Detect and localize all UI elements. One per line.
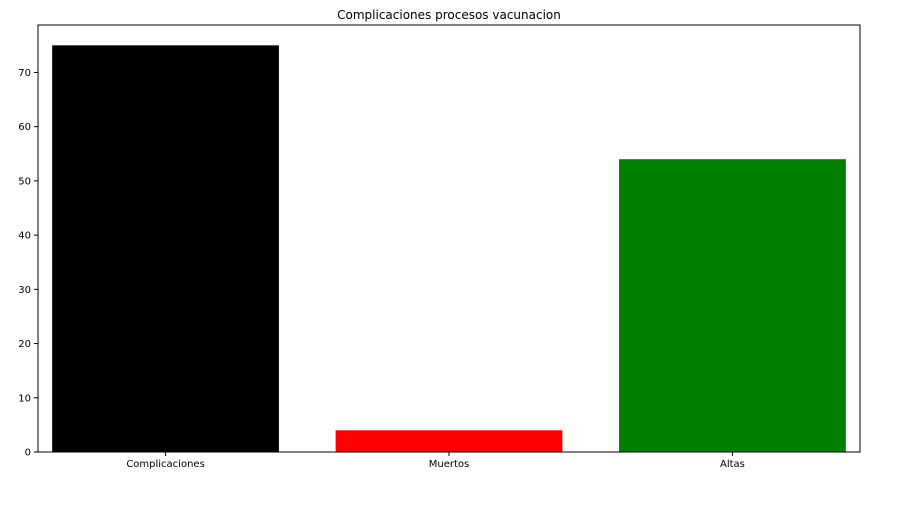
chart-title: Complicaciones procesos vacunacion bbox=[337, 8, 561, 22]
bar-complicaciones bbox=[52, 45, 279, 452]
y-tick-label: 60 bbox=[18, 122, 31, 133]
y-axis: 0 10 20 30 40 50 60 70 bbox=[18, 68, 38, 459]
x-axis: Complicaciones Muertos Altas bbox=[126, 452, 745, 470]
bars-layer bbox=[52, 45, 846, 452]
x-tick-label: Muertos bbox=[429, 459, 469, 470]
y-tick-label: 0 bbox=[25, 448, 31, 459]
bar-muertos bbox=[335, 430, 563, 452]
x-tick-label: Complicaciones bbox=[126, 459, 204, 470]
bar-altas bbox=[619, 159, 846, 452]
y-tick-label: 50 bbox=[18, 176, 31, 187]
x-tick-label: Altas bbox=[720, 459, 745, 470]
y-tick-label: 70 bbox=[18, 68, 31, 79]
y-tick-label: 30 bbox=[18, 285, 31, 296]
y-tick-label: 40 bbox=[18, 231, 31, 242]
y-tick-label: 10 bbox=[18, 393, 31, 404]
y-tick-label: 20 bbox=[18, 339, 31, 350]
